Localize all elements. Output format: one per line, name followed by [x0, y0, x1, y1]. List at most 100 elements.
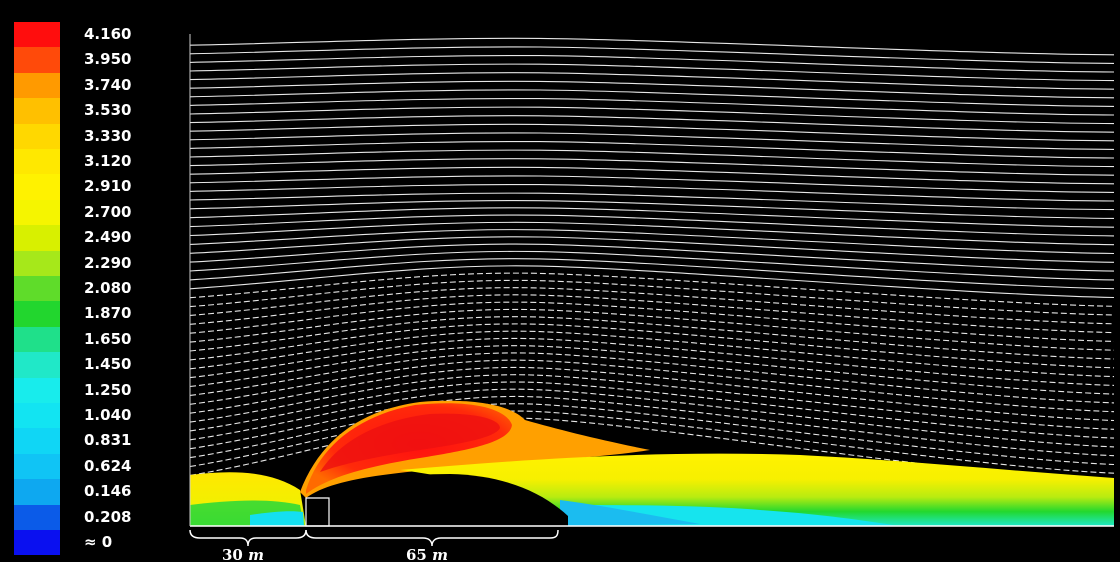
- legend-swatch: [14, 504, 60, 530]
- streamline: [189, 72, 1115, 90]
- streamline: [189, 272, 1115, 307]
- streamline: [189, 54, 1115, 73]
- streamline: [189, 166, 1115, 185]
- legend-label: 0.831: [84, 431, 132, 450]
- building: [305, 497, 330, 527]
- streamline: [189, 258, 1115, 290]
- legend-swatch: [14, 403, 60, 429]
- streamline: [189, 149, 1115, 168]
- streamline: [189, 214, 1115, 237]
- streamline: [189, 115, 1115, 133]
- legend-label: 2.080: [84, 279, 132, 297]
- streamline: [189, 359, 1115, 413]
- legend-label: 0.624: [84, 456, 132, 475]
- velocity-contours: [190, 400, 1114, 527]
- legend-label: 3.740: [84, 75, 132, 94]
- streamline: [189, 301, 1115, 342]
- legend-swatch: [14, 301, 60, 327]
- streamline: [189, 221, 1115, 246]
- legend-swatch: [14, 276, 60, 302]
- streamline: [189, 183, 1115, 202]
- streamline: [189, 243, 1115, 272]
- streamline: [189, 410, 1115, 474]
- streamline: [189, 381, 1115, 439]
- streamline: [189, 279, 1115, 316]
- streamline: [189, 308, 1115, 351]
- legend-label: 1.650: [84, 329, 132, 348]
- legend-label: 3.950: [84, 50, 132, 69]
- streamline: [189, 63, 1115, 82]
- legend-swatch: [14, 250, 60, 276]
- legend-label: 3.120: [84, 152, 132, 170]
- streamlines: [189, 37, 1115, 483]
- legend-swatch: [14, 199, 60, 226]
- streamline: [189, 132, 1115, 150]
- streamline: [189, 46, 1115, 64]
- upstream-distance-label: 30 m: [222, 546, 264, 564]
- legend-swatch: [14, 98, 60, 124]
- legend-label: 2.910: [84, 177, 132, 196]
- legend-swatch: [14, 453, 60, 480]
- streamline: [189, 200, 1115, 219]
- streamline: [189, 287, 1115, 325]
- streamline: [189, 352, 1115, 404]
- legend-label: 1.450: [84, 355, 132, 374]
- streamline: [189, 106, 1115, 125]
- legend-label: 2.490: [84, 228, 132, 247]
- legend-label: 2.290: [84, 253, 132, 272]
- streamline: [189, 374, 1115, 430]
- legend-swatch: [14, 428, 60, 454]
- legend-swatch: [14, 72, 60, 99]
- streamline: [189, 323, 1115, 369]
- legend-swatch: [14, 326, 60, 353]
- legend-swatch: [14, 377, 60, 403]
- streamline: [189, 175, 1115, 193]
- streamline: [189, 294, 1115, 334]
- legend-swatch: [14, 47, 60, 73]
- legend-label: 3.330: [84, 126, 132, 145]
- legend-label: 1.870: [84, 304, 132, 323]
- legend-swatch: [14, 22, 60, 48]
- streamline: [189, 123, 1115, 142]
- streamline: [189, 80, 1115, 99]
- legend-label: 2.700: [84, 202, 132, 221]
- streamline: [189, 316, 1115, 360]
- legend-swatch: [14, 149, 60, 175]
- streamline: [189, 89, 1115, 107]
- streamline: [189, 337, 1115, 386]
- recirculation-zone: [560, 500, 700, 526]
- legend-swatch: [14, 530, 60, 556]
- brace-hill: [305, 529, 559, 547]
- streamline: [189, 158, 1115, 176]
- color-legend: 4.160 3.950 3.740 3.530 3.330 3.120 2.910 2.700…: [14, 22, 174, 556]
- streamline: [189, 265, 1115, 299]
- legend-label: 1.040: [84, 406, 132, 424]
- dimension-braces: [189, 529, 559, 547]
- streamline: [189, 345, 1115, 395]
- streamline: [189, 236, 1115, 263]
- hill: [306, 474, 568, 526]
- streamline: [189, 207, 1115, 228]
- upstream-cyan: [250, 511, 304, 526]
- upstream-distance-value: 30: [222, 546, 243, 564]
- hill-length-unit: m: [432, 546, 448, 564]
- streamline: [189, 250, 1115, 281]
- legend-label: 0.146: [84, 482, 132, 501]
- streamline: [189, 192, 1115, 211]
- hill-length-value: 65: [406, 546, 427, 564]
- high-speed-inner: [320, 413, 500, 472]
- streamline: [189, 395, 1115, 457]
- streamline: [189, 388, 1115, 448]
- streamline: [189, 37, 1115, 56]
- streamline: [189, 366, 1115, 422]
- streamline: [189, 97, 1115, 116]
- streamline: [189, 330, 1115, 378]
- streamline: [189, 140, 1115, 159]
- streamline: [189, 229, 1115, 255]
- brace-upstream: [189, 529, 307, 547]
- legend-swatch: [14, 123, 60, 149]
- streamline: [189, 403, 1115, 466]
- legend-label: 3.530: [84, 101, 132, 120]
